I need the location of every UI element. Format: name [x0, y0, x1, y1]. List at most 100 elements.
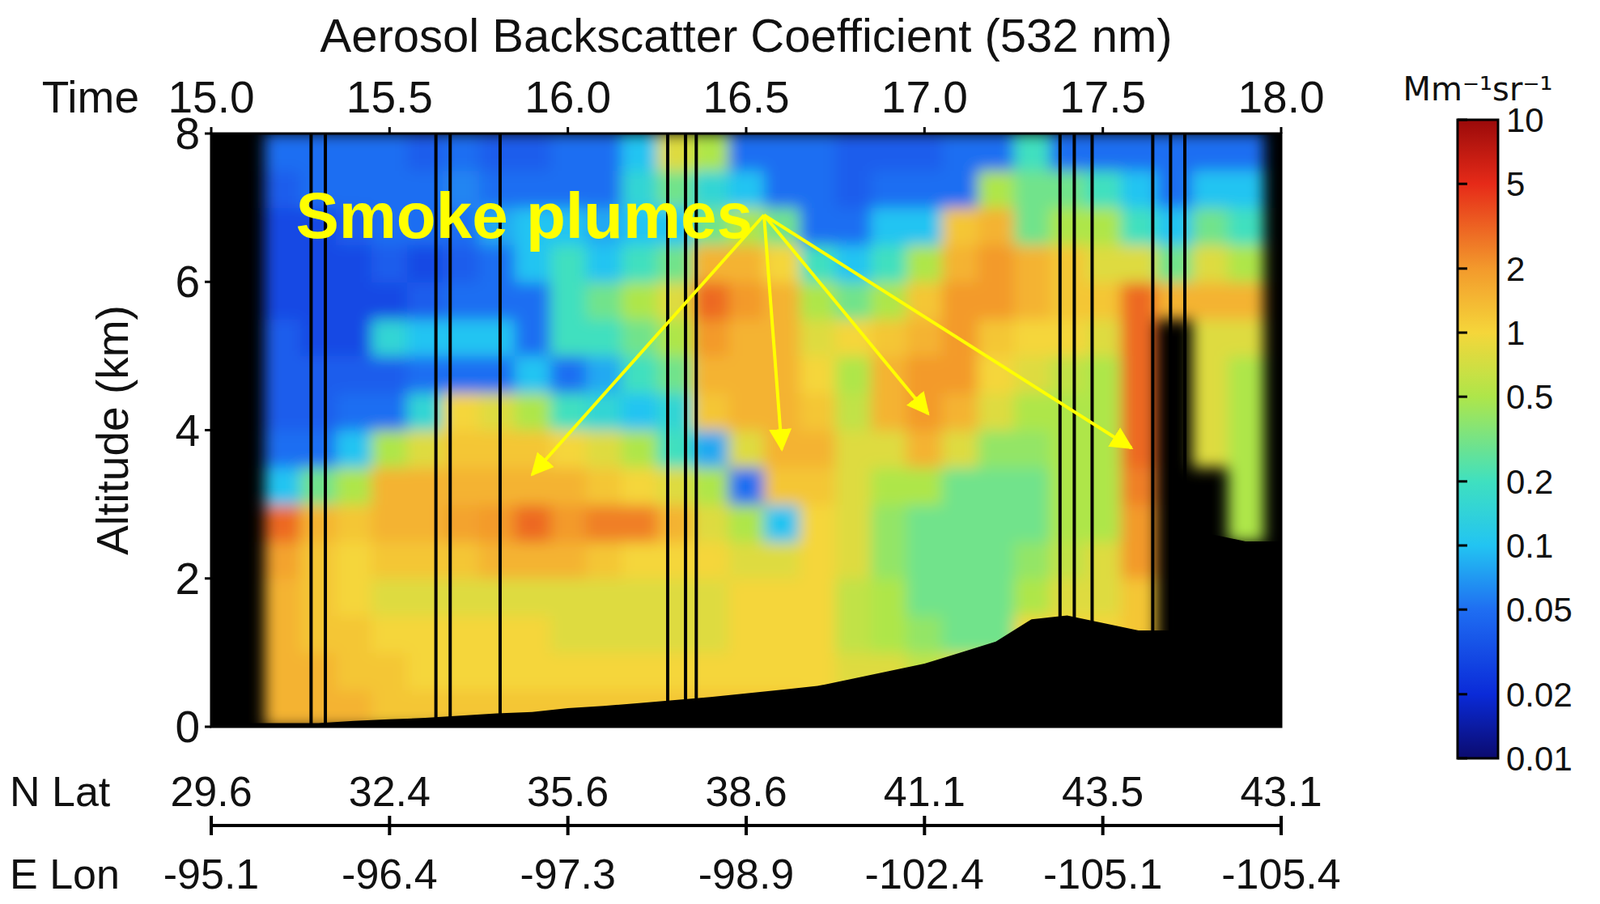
cell [1227, 430, 1265, 468]
cell [1085, 244, 1122, 282]
cell [407, 430, 444, 468]
cell [799, 318, 837, 357]
cell [1014, 393, 1051, 431]
x-tick [745, 127, 748, 134]
cell [1227, 504, 1265, 542]
annotation-arrow [532, 215, 764, 476]
no-data-stripe [1183, 133, 1187, 727]
cell [407, 504, 444, 542]
cell [657, 430, 694, 468]
cell [407, 615, 444, 654]
cell [799, 466, 837, 505]
lon-axis-title: E Lon [9, 850, 120, 898]
cell [550, 318, 587, 357]
cell [621, 318, 658, 357]
cell [835, 393, 872, 431]
y-tick-label: 4 [174, 405, 200, 456]
cell [906, 356, 943, 394]
cell [442, 652, 480, 690]
cell [550, 615, 587, 654]
lon-label: -105.1 [1043, 850, 1163, 898]
cell [479, 578, 516, 616]
cell [264, 133, 302, 171]
lon-label: -97.3 [519, 850, 616, 898]
cell [1014, 356, 1051, 394]
cell [692, 356, 730, 394]
cell [371, 504, 408, 542]
ground [211, 534, 1282, 727]
cell [728, 356, 765, 394]
cell [585, 652, 623, 690]
cell [514, 541, 552, 579]
cell [1156, 170, 1193, 208]
cell [442, 318, 480, 357]
annotation-arrow [763, 215, 782, 450]
cell [1227, 170, 1265, 208]
no-data-stripe [1150, 133, 1155, 727]
lon-label: -98.9 [698, 850, 795, 898]
cell [728, 652, 765, 690]
cell [763, 356, 801, 394]
cell [835, 615, 872, 654]
cell [692, 318, 730, 357]
cell [1014, 541, 1051, 579]
cell [264, 281, 302, 319]
cell [977, 578, 1015, 616]
cell [799, 504, 837, 542]
y-tick [204, 280, 212, 284]
cell [442, 430, 480, 468]
latlon-tick [387, 815, 391, 836]
cell [692, 615, 730, 654]
cell [479, 504, 516, 542]
cell [479, 393, 516, 431]
cell [514, 393, 552, 431]
cell [1085, 578, 1122, 616]
cell [550, 356, 587, 394]
cell [763, 652, 801, 690]
cell [799, 133, 837, 171]
cell [479, 356, 516, 394]
cell [763, 504, 801, 542]
cell [1085, 318, 1122, 357]
colorbar-tick [1457, 757, 1468, 760]
cell [1192, 318, 1229, 357]
chart: Aerosol Backscatter Coefficient (532 nm)… [0, 0, 1600, 904]
cell [906, 466, 943, 505]
cell [942, 578, 979, 616]
cell [479, 615, 516, 654]
plot-background [211, 133, 1282, 727]
cell [479, 281, 516, 319]
cell [728, 281, 765, 319]
colorbar-tick-label: 0.05 [1506, 590, 1573, 629]
cell [300, 652, 337, 690]
cell [371, 430, 408, 468]
cell [657, 578, 694, 616]
x-tick-label: 18.0 [1237, 72, 1325, 123]
cell [621, 652, 658, 690]
cell [371, 133, 408, 171]
colorbar-tick-label: 5 [1506, 165, 1525, 204]
colorbar-tick-label: 0.5 [1506, 377, 1554, 416]
cell [906, 244, 943, 282]
cell [442, 281, 480, 319]
no-data-stripe [1072, 133, 1076, 727]
cell [942, 356, 979, 394]
colorbar-tick-label: 1 [1506, 314, 1525, 353]
cell [335, 541, 373, 579]
cell [977, 207, 1015, 246]
cell [870, 356, 908, 394]
cell [1192, 356, 1229, 394]
cell [835, 170, 872, 208]
cell [585, 356, 623, 394]
cell [1156, 207, 1193, 246]
y-axis-title: Altitude (km) [87, 305, 138, 556]
cell [835, 133, 872, 171]
cell [479, 541, 516, 579]
cell [692, 504, 730, 542]
cell [870, 615, 908, 654]
cell [1085, 170, 1122, 208]
x-tick-label: 16.0 [524, 72, 612, 123]
cell [335, 281, 373, 319]
cell [692, 393, 730, 431]
cell [442, 393, 480, 431]
